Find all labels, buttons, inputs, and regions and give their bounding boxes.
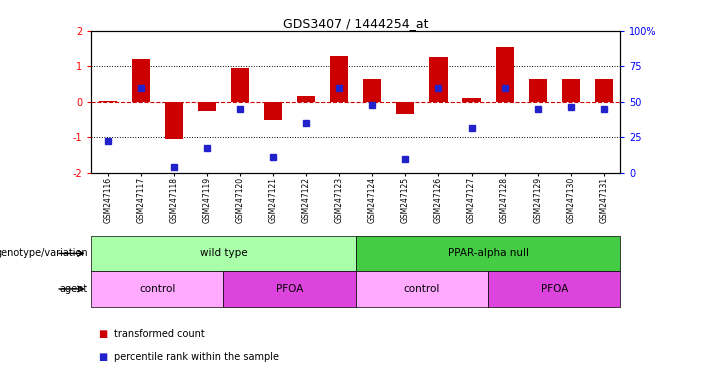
Bar (264, 102, 283, 119)
Bar (396, 102, 414, 114)
Bar (91, 271, 224, 307)
Bar (231, 68, 249, 102)
Bar (330, 56, 348, 102)
Text: ■: ■ (98, 352, 107, 362)
Bar (529, 79, 547, 102)
Title: GDS3407 / 1444254_at: GDS3407 / 1444254_at (283, 17, 428, 30)
Text: PPAR-alpha null: PPAR-alpha null (447, 248, 529, 258)
Bar (363, 79, 381, 102)
Bar (132, 59, 150, 102)
Bar (594, 79, 613, 102)
Text: agent: agent (60, 284, 88, 294)
Text: genotype/variation: genotype/variation (0, 248, 88, 258)
Bar (488, 271, 620, 307)
Text: percentile rank within the sample: percentile rank within the sample (114, 352, 278, 362)
Text: PFOA: PFOA (276, 284, 304, 294)
Bar (355, 236, 620, 271)
Bar (429, 57, 447, 102)
Text: control: control (139, 284, 175, 294)
Bar (224, 271, 356, 307)
Bar (99, 101, 117, 102)
Text: control: control (404, 284, 440, 294)
Bar (297, 96, 315, 102)
Bar (198, 102, 216, 111)
Bar (165, 102, 183, 139)
Bar (562, 79, 580, 102)
Bar (355, 271, 488, 307)
Text: wild type: wild type (200, 248, 247, 258)
Text: transformed count: transformed count (114, 329, 204, 339)
Bar (463, 98, 481, 102)
Text: ■: ■ (98, 329, 107, 339)
Bar (91, 236, 355, 271)
Bar (496, 47, 514, 102)
Text: PFOA: PFOA (540, 284, 568, 294)
